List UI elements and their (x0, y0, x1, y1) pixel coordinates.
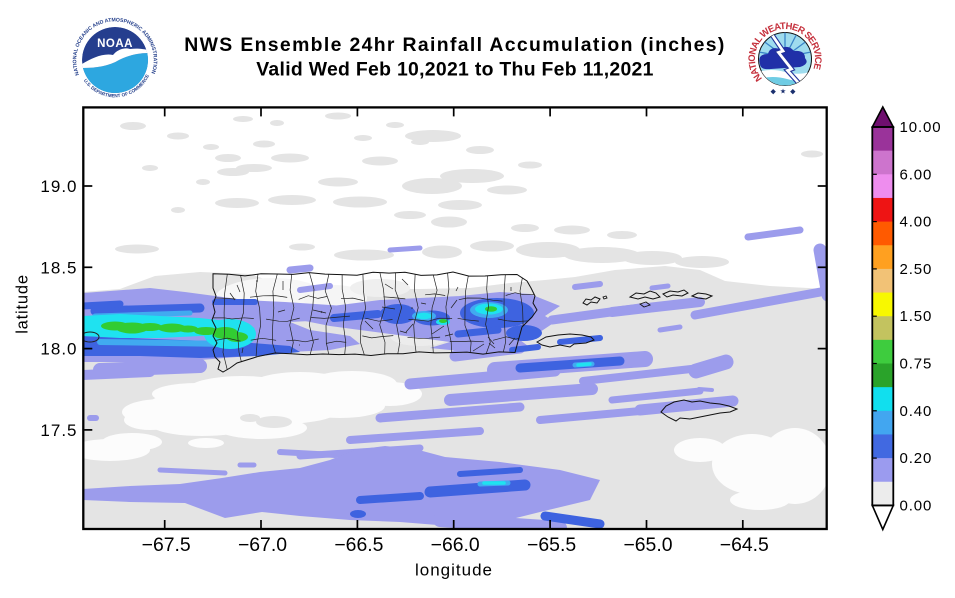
svg-text:NWS Ensemble 24hr Rainfall Acc: NWS Ensemble 24hr Rainfall Accumulation … (184, 34, 725, 56)
svg-text:0.75: 0.75 (900, 356, 933, 373)
svg-text:18.0: 18.0 (40, 340, 77, 359)
svg-text:−66.0: −66.0 (431, 534, 480, 556)
svg-text:18.5: 18.5 (40, 258, 77, 277)
svg-text:latitude: latitude (14, 274, 32, 334)
svg-text:−65.0: −65.0 (623, 534, 672, 556)
svg-text:◆★◆: ◆★◆ (770, 88, 799, 96)
svg-text:1.50: 1.50 (900, 308, 933, 325)
svg-text:−67.5: −67.5 (142, 534, 191, 556)
svg-text:4.00: 4.00 (900, 214, 933, 231)
svg-text:0.20: 0.20 (900, 450, 933, 467)
svg-text:−65.5: −65.5 (527, 534, 576, 556)
svg-text:−64.5: −64.5 (720, 534, 769, 556)
svg-text:NOAA: NOAA (97, 38, 133, 50)
svg-text:17.5: 17.5 (40, 421, 77, 440)
svg-text:longitude: longitude (415, 561, 493, 580)
svg-text:−66.5: −66.5 (334, 534, 383, 556)
svg-text:Valid Wed Feb 10,2021 to Thu F: Valid Wed Feb 10,2021 to Thu Feb 11,2021 (256, 59, 653, 81)
svg-text:−67.0: −67.0 (238, 534, 287, 556)
svg-text:19.0: 19.0 (40, 177, 77, 196)
svg-text:6.00: 6.00 (900, 166, 933, 183)
svg-text:0.40: 0.40 (900, 403, 933, 420)
svg-text:10.00: 10.00 (900, 119, 942, 136)
svg-text:2.50: 2.50 (900, 261, 933, 278)
svg-text:0.00: 0.00 (900, 497, 933, 514)
